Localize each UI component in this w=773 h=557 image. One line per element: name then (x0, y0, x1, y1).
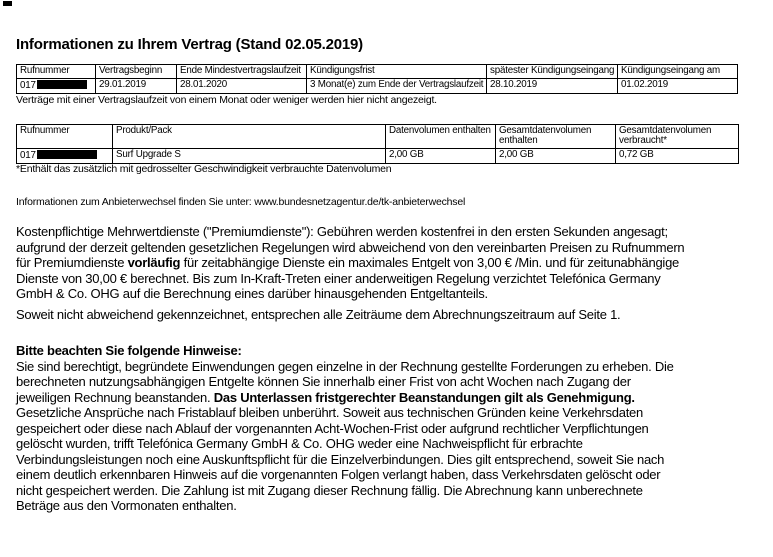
contract-table-row: 017 29.01.2019 28.01.2020 3 Monat(e) zum… (16, 78, 738, 94)
data-table-row: 017 Surf Upgrade S 2,00 GB 2,00 GB 0,72 … (16, 148, 739, 164)
billing-period-line: Soweit nicht abweichend gekennzeichnet, … (16, 307, 621, 322)
header-datenvolumen-enthalten: Datenvolumen enthalten (385, 124, 496, 149)
header-vertragsbeginn: Vertragsbeginn (95, 64, 177, 79)
cell-produkt-pack: Surf Upgrade S (112, 148, 386, 164)
cell-vertragsbeginn: 29.01.2019 (95, 78, 177, 94)
redacted-phone-number (36, 150, 97, 159)
anbieterwechsel-info-line: Informationen zum Anbieterwechsel finden… (16, 196, 466, 208)
cell-kuendigungseingang-am: 01.02.2019 (617, 78, 738, 94)
page-title: Informationen zu Ihrem Vertrag (Stand 02… (16, 36, 363, 53)
rufnummer-prefix: 017 (20, 80, 36, 91)
header-spaetester-kuendigungseingang: spätester Kündigungseingang (486, 64, 618, 79)
hinweise-paragraph: Bitte beachten Sie folgende Hinweise: Si… (16, 343, 674, 514)
paragraph-line: Kostenpflichtige Mehrwertdienste ("Premi… (16, 224, 668, 239)
paragraph-text: für Premiumdienste (16, 255, 128, 270)
paragraph-line: GmbH & Co. OHG auf die Berechnung eines … (16, 286, 488, 301)
paragraph-line: Beträge aus den Vormonaten enthalten. (16, 498, 237, 513)
corner-redaction-mark (3, 1, 12, 6)
header-rufnummer: Rufnummer (16, 64, 96, 79)
emphasized-text: Das Unterlassen fristgerechter Beanstand… (213, 389, 635, 405)
paragraph-line: Gesetzliche Ansprüche nach Fristablauf b… (16, 405, 644, 420)
cell-ende-mindestvertragslaufzeit: 28.01.2020 (176, 78, 307, 94)
cell-rufnummer: 017 (16, 148, 113, 164)
cell-rufnummer: 017 (16, 78, 96, 94)
contract-table-header-row: Rufnummer Vertragsbeginn Ende Mindestver… (16, 64, 738, 79)
data-table-footnote: *Enthält das zusätzlich mit gedrosselter… (16, 163, 392, 175)
paragraph-line: gelöscht wurden, trifft Telefónica Germa… (16, 436, 583, 451)
paragraph-text: für zeitabhängige Dienste ein maximales … (180, 255, 680, 270)
header-rufnummer: Rufnummer (16, 124, 113, 149)
rufnummer-prefix: 017 (20, 150, 36, 161)
header-gesamtdatenvolumen-enthalten: Gesamtdatenvolumen enthalten (495, 124, 616, 149)
cell-kuendigungsfrist: 3 Monat(e) zum Ende der Vertragslaufzeit (306, 78, 487, 94)
paragraph-text: jeweiligen Rechnung beanstanden. (16, 389, 214, 405)
contract-terms-table: Rufnummer Vertragsbeginn Ende Mindestver… (16, 64, 738, 94)
data-volume-table: Rufnummer Produkt/Pack Datenvolumen enth… (16, 124, 739, 164)
paragraph-line: für Premiumdienste vorläufig für zeitabh… (16, 255, 684, 271)
header-kuendigungsfrist: Kündigungsfrist (306, 64, 487, 79)
cell-gesamtdatenvolumen-verbraucht: 0,72 GB (615, 148, 739, 164)
cell-spaetester-kuendigungseingang: 28.10.2019 (486, 78, 618, 94)
paragraph-line: einem deutlich erkennbaren Hinweis auf d… (16, 467, 661, 482)
paragraph-line: aufgrund der derzeit geltenden gesetzlic… (16, 239, 685, 255)
data-table-header-row: Rufnummer Produkt/Pack Datenvolumen enth… (16, 124, 739, 149)
hinweise-heading: Bitte beachten Sie folgende Hinweise: (16, 343, 242, 358)
paragraph-line: jeweiligen Rechnung beanstanden. Das Unt… (16, 390, 674, 406)
header-ende-mindestvertragslaufzeit: Ende Mindestvertragslaufzeit (176, 64, 307, 79)
paragraph-line: Dienste von 30,00 € berechnet. Bis zum I… (16, 270, 661, 286)
premium-services-paragraph: Kostenpflichtige Mehrwertdienste ("Premi… (16, 224, 685, 302)
paragraph-line: berechneten nutzungsabhängigen Entgelte … (16, 374, 631, 389)
header-kuendigungseingang-am: Kündigungseingang am (617, 64, 738, 79)
header-gesamtdatenvolumen-verbraucht: Gesamtdatenvolumen verbraucht* (615, 124, 739, 149)
paragraph-line: Verbindungsleistungen noch eine Auskunft… (16, 451, 665, 467)
header-produkt-pack: Produkt/Pack (112, 124, 386, 149)
cell-datenvolumen-enthalten: 2,00 GB (385, 148, 496, 164)
paragraph-line: gespeichert oder diese nach Ablauf der v… (16, 420, 649, 436)
contract-table-note: Verträge mit einer Vertragslaufzeit von … (16, 94, 437, 106)
paragraph-line: nicht gespeichert werden. Die Zahlung is… (16, 482, 643, 498)
paragraph-line: Sie sind berechtigt, begründete Einwendu… (16, 358, 674, 374)
cell-gesamtdatenvolumen-enthalten: 2,00 GB (495, 148, 616, 164)
redacted-phone-number (36, 80, 87, 89)
emphasized-text: vorläufig (127, 255, 181, 270)
